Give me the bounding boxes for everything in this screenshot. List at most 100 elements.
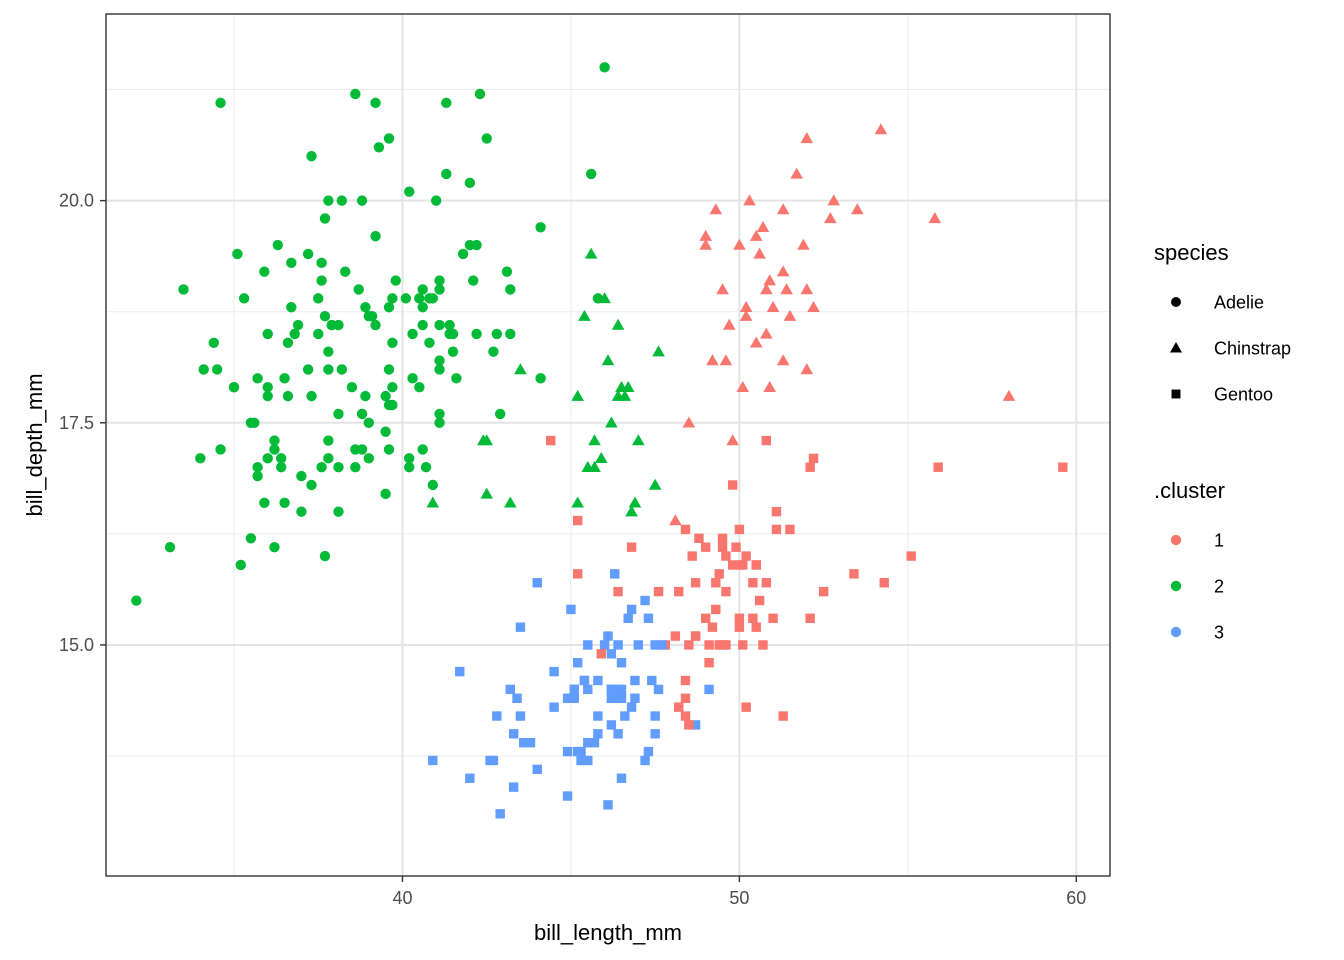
data-point-chinstrap (605, 416, 618, 428)
data-point-gentoo (606, 684, 617, 695)
legend-area: species Adelie Chinstrap Gentoo .cluster 1 2 3 (1154, 240, 1291, 643)
data-point-adelie (447, 346, 459, 357)
data-point-gentoo (751, 622, 761, 632)
data-point-gentoo (579, 675, 590, 686)
data-point-adelie (468, 275, 479, 286)
data-point-adelie (319, 310, 331, 322)
data-point-gentoo (549, 666, 559, 677)
data-point-gentoo (933, 462, 943, 472)
data-point-chinstrap (780, 283, 793, 295)
data-point-adelie (313, 328, 324, 340)
data-point-adelie (417, 302, 428, 313)
data-point-chinstrap (699, 238, 713, 250)
data-point-gentoo (805, 462, 815, 472)
data-point-gentoo (761, 578, 772, 588)
data-point-adelie (434, 275, 445, 286)
data-point-gentoo (626, 702, 637, 712)
data-point-gentoo (701, 542, 711, 552)
data-point-chinstrap (760, 283, 773, 295)
data-point-gentoo (684, 720, 694, 730)
data-point-gentoo (546, 435, 556, 446)
data-point-adelie (235, 559, 246, 571)
data-point-gentoo (549, 702, 559, 712)
x-axis: 40 50 60 (392, 876, 1086, 908)
data-point-chinstrap (776, 265, 790, 277)
data-point-gentoo (633, 640, 644, 650)
data-point-gentoo (690, 631, 701, 641)
data-point-chinstrap (669, 514, 682, 526)
data-point-adelie (427, 479, 439, 491)
data-point-adelie (424, 293, 435, 304)
y-axis-title: bill_depth_mm (22, 373, 47, 516)
data-point-chinstrap (621, 380, 635, 392)
data-point-gentoo (704, 658, 714, 668)
data-point-gentoo (714, 569, 724, 579)
data-point-adelie (535, 222, 546, 233)
data-point-gentoo (741, 551, 751, 561)
data-point-adelie (215, 97, 226, 109)
data-point-gentoo (589, 738, 600, 748)
data-point-adelie (286, 257, 297, 269)
data-point-chinstrap (776, 354, 790, 366)
data-point-adelie (340, 266, 351, 277)
data-point-gentoo (465, 773, 475, 783)
data-point-gentoo (488, 755, 499, 766)
data-point-adelie (417, 444, 428, 455)
data-point-adelie (131, 595, 142, 606)
legend-label: Gentoo (1214, 385, 1273, 405)
data-point-adelie (279, 373, 290, 384)
x-tick-label: 50 (729, 888, 749, 908)
data-point-gentoo (626, 542, 637, 552)
data-point-chinstrap (766, 300, 780, 312)
data-point-chinstrap (928, 212, 942, 224)
data-point-gentoo (721, 551, 731, 561)
data-point-adelie (296, 470, 307, 482)
data-point-gentoo (650, 640, 660, 650)
data-point-adelie (302, 248, 314, 260)
data-point-adelie (434, 408, 445, 420)
data-point-chinstrap (763, 274, 777, 286)
data-point-chinstrap (800, 283, 814, 295)
data-point-gentoo (593, 729, 603, 739)
data-point-adelie (400, 293, 412, 304)
data-point-gentoo (593, 675, 603, 686)
data-point-chinstrap (797, 238, 810, 250)
data-point-gentoo (647, 675, 657, 686)
data-point-adelie (282, 337, 294, 349)
data-point-chinstrap (783, 309, 797, 321)
data-point-adelie (323, 195, 334, 206)
data-point-gentoo (650, 729, 660, 739)
data-point-adelie (363, 417, 374, 428)
data-point-chinstrap (790, 167, 803, 179)
data-point-chinstrap (706, 354, 719, 366)
data-point-gentoo (623, 613, 633, 623)
x-tick-label: 40 (392, 888, 412, 908)
data-point-gentoo (711, 604, 721, 615)
data-point-gentoo (508, 782, 519, 792)
data-point-chinstrap (611, 318, 625, 330)
y-axis: 15.0 17.5 20.0 (59, 191, 106, 655)
data-point-gentoo (566, 693, 576, 703)
data-point-adelie (434, 355, 445, 366)
data-point-adelie (471, 328, 482, 340)
data-point-adelie (535, 373, 546, 384)
data-point-gentoo (562, 746, 573, 757)
data-point-gentoo (572, 569, 583, 579)
data-point-adelie (323, 435, 334, 446)
legend-label: 3 (1214, 623, 1224, 643)
data-point-adelie (464, 177, 476, 189)
data-point-adelie (275, 462, 287, 473)
data-point-gentoo (616, 693, 627, 703)
data-point-gentoo (721, 586, 731, 597)
data-point-gentoo (613, 684, 623, 695)
legend-label: 2 (1214, 577, 1224, 597)
data-point-gentoo (754, 595, 765, 606)
data-point-gentoo (771, 524, 782, 535)
data-point-adelie (323, 364, 334, 375)
x-tick-label: 60 (1066, 888, 1086, 908)
data-points (131, 62, 1068, 819)
data-point-chinstrap (736, 380, 750, 392)
data-point-gentoo (748, 613, 758, 623)
data-point-gentoo (707, 622, 718, 632)
